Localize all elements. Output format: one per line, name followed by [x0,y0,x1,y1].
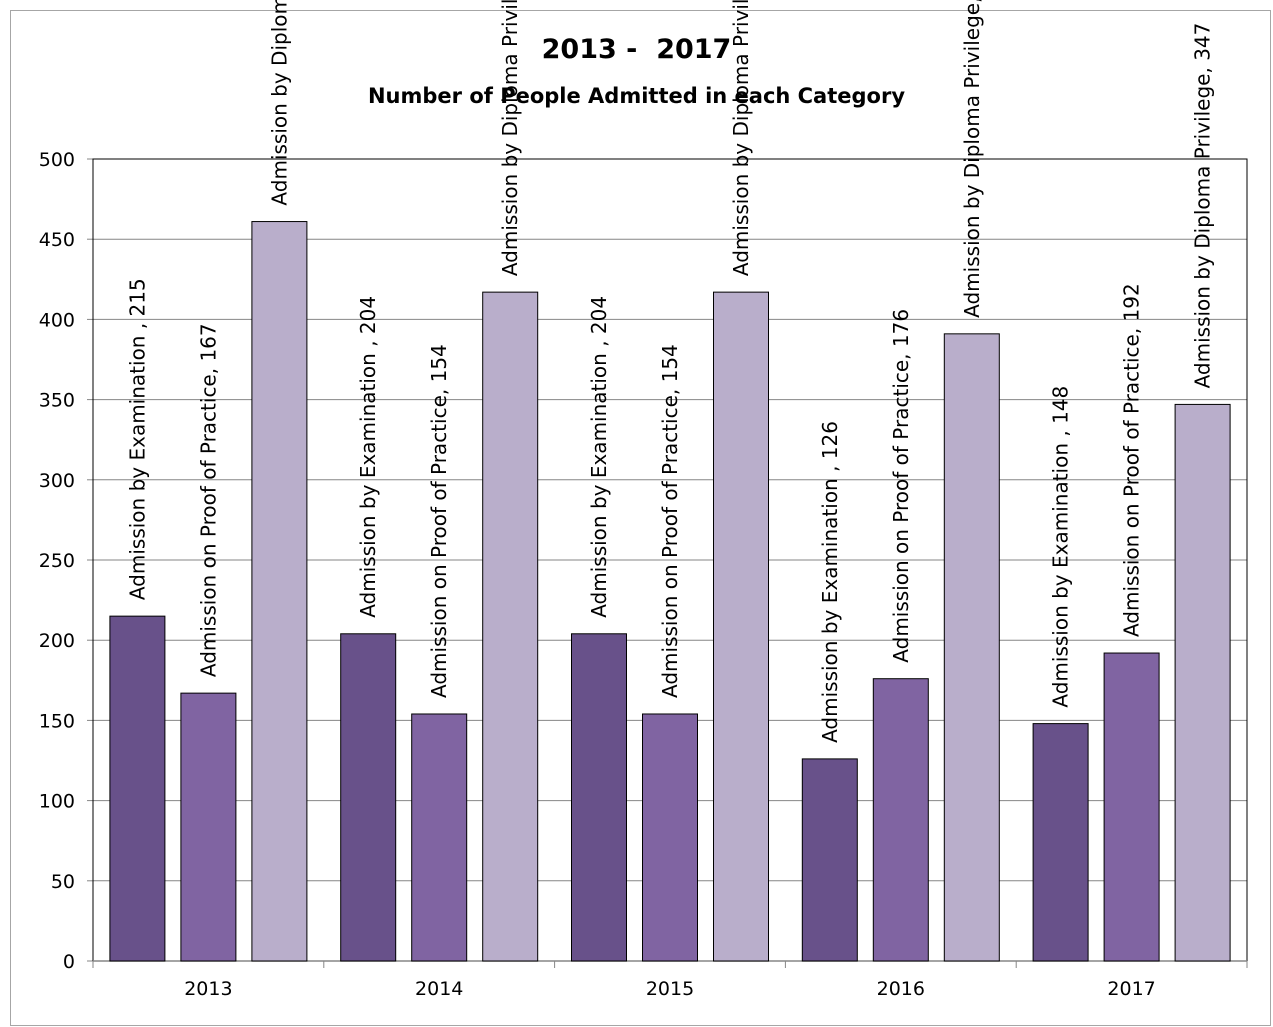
bar [482,291,539,962]
bar [943,333,1000,962]
bar [1174,403,1231,962]
data-label: Admission on Proof of Practice, 154 [658,344,682,698]
data-label: Admission by Diploma Privilege, 417 [729,0,753,276]
bar [340,633,397,962]
data-label: Admission by Diploma Privilege, 391 [960,0,984,318]
bar [1032,723,1089,962]
y-tick-label: 100 [39,791,75,813]
chart-title: 2013 - 2017 [541,34,732,65]
y-tick-label: 300 [39,470,75,492]
x-tick-label: 2014 [415,978,463,1000]
data-label: Admission on Proof of Practice, 167 [196,323,220,677]
x-tick-label: 2017 [1107,978,1155,1000]
bar [109,615,166,962]
y-tick-label: 400 [39,309,75,331]
data-label: Admission by Diploma Privilege, 417 [498,0,522,276]
x-tick-label: 2015 [646,978,694,1000]
y-tick-label: 150 [39,710,75,732]
data-label: Admission on Proof of Practice, 192 [1120,283,1144,637]
y-tick-label: 0 [63,951,75,973]
bar [713,291,769,962]
bar [801,758,858,962]
data-label: Admission on Proof of Practice, 176 [889,309,913,663]
y-tick-label: 50 [51,871,75,893]
bar [180,692,237,962]
x-tick-label: 2013 [184,978,232,1000]
bar [642,713,698,962]
data-label: Admission on Proof of Practice, 154 [427,344,451,698]
data-label: Admission by Diploma Privilege, 347 [1191,23,1215,389]
bar [571,633,627,962]
data-label: Admission by Diploma Privilege, 461 [267,0,291,206]
data-label: Admission by Examination , 148 [1049,386,1073,708]
y-tick-label: 450 [39,229,75,251]
data-label: Admission by Examination , 126 [818,421,842,743]
bar [251,221,308,962]
data-label: Admission by Examination , 204 [356,296,380,618]
y-tick-label: 350 [39,390,75,412]
y-tick-label: 500 [39,149,75,171]
data-label: Admission by Examination , 204 [587,296,611,618]
y-tick-label: 200 [39,630,75,652]
chart-subtitle: Number of People Admitted in each Catego… [367,84,906,108]
data-label: Admission by Examination , 215 [125,278,149,600]
x-tick-label: 2016 [877,978,925,1000]
bar [872,678,929,962]
y-tick-label: 250 [39,550,75,572]
bar [1103,652,1160,962]
bar [411,713,468,962]
